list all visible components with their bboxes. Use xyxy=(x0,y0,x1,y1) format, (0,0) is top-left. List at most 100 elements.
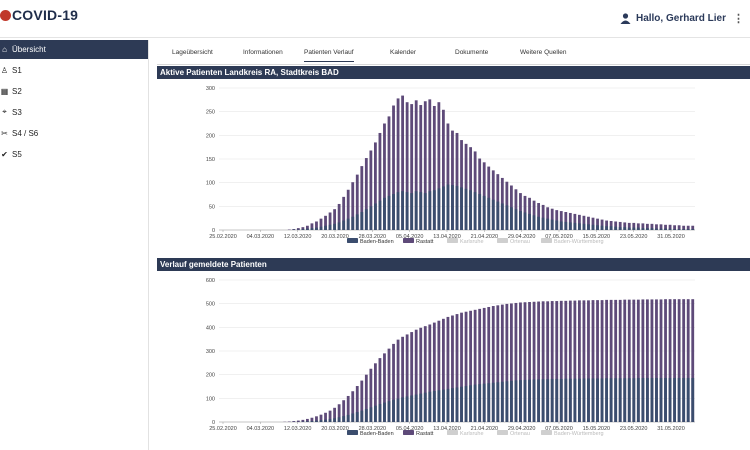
bar-baden-baden xyxy=(609,378,613,422)
bar-baden-baden xyxy=(623,378,627,422)
bar-baden-baden xyxy=(319,420,323,422)
bar-baden-baden xyxy=(664,228,667,230)
x-tick-label: 15.05.2020 xyxy=(583,234,611,240)
bar-rastatt xyxy=(346,395,350,422)
sidebar-item-s3[interactable]: ⌖ S3 xyxy=(0,102,148,122)
bar-baden-baden xyxy=(614,378,618,422)
bar-baden-baden xyxy=(509,380,513,422)
legend-swatch-ortenau xyxy=(497,430,508,435)
tab-weitere-quellen[interactable]: Weitere Quellen xyxy=(520,49,567,56)
legend-swatch-baden-baden xyxy=(347,238,358,243)
bar-baden-baden xyxy=(419,393,423,422)
bar-baden-baden xyxy=(441,186,445,230)
bar-baden-baden xyxy=(600,378,604,422)
legend-label-ortenau: Ortenau xyxy=(510,239,530,245)
legend-label-rastatt: Rastatt xyxy=(416,239,434,245)
app-logo[interactable]: COVID-19 xyxy=(0,7,78,23)
kebab-menu-icon[interactable]: ⋮ xyxy=(733,13,744,25)
bar-rastatt xyxy=(373,142,377,230)
x-tick-label: 07.05.2020 xyxy=(545,234,573,240)
bar-rastatt xyxy=(469,310,473,422)
bar-baden-baden xyxy=(487,383,491,422)
sidebar-item-s5[interactable]: ✔ S5 xyxy=(0,144,148,164)
bar-baden-baden xyxy=(478,194,482,230)
bar-baden-baden xyxy=(496,382,500,422)
bar-baden-baden xyxy=(546,379,550,422)
bar-baden-baden xyxy=(636,377,640,422)
bar-rastatt xyxy=(655,299,658,422)
tab-lageuebersicht[interactable]: Lageübersicht xyxy=(172,49,213,56)
bar-rastatt xyxy=(419,105,423,230)
bar-rastatt xyxy=(609,299,613,422)
bar-baden-baden xyxy=(609,226,613,230)
legend-label-karlsruhe: Karlsruhe xyxy=(460,431,484,437)
bar-rastatt xyxy=(519,302,522,422)
bar-baden-baden xyxy=(392,194,395,230)
bar-baden-baden xyxy=(437,390,441,422)
bar-rastatt xyxy=(387,116,391,230)
tab-informationen[interactable]: Informationen xyxy=(243,49,283,56)
tab-patienten-verlauf[interactable]: Patienten Verlauf xyxy=(304,49,354,62)
bar-baden-baden xyxy=(691,229,695,230)
x-tick-label: 07.05.2020 xyxy=(545,426,573,432)
legend-swatch-rastatt xyxy=(403,430,414,435)
x-tick-label: 12.03.2020 xyxy=(284,426,312,432)
bar-baden-baden xyxy=(514,209,518,230)
bar-baden-baden xyxy=(351,216,355,230)
bar-rastatt xyxy=(301,419,305,422)
bar-rastatt xyxy=(591,300,595,422)
bar-rastatt xyxy=(351,391,355,422)
bar-rastatt xyxy=(351,182,355,230)
user-greeting: Hallo, Gerhard Lier xyxy=(635,13,726,24)
bar-rastatt xyxy=(496,305,500,422)
bar-baden-baden xyxy=(373,203,377,230)
bar-baden-baden xyxy=(664,377,667,422)
bar-baden-baden xyxy=(351,413,355,422)
bar-rastatt xyxy=(596,300,599,422)
bar-baden-baden xyxy=(319,226,323,230)
bar-rastatt xyxy=(441,109,445,230)
top-bar: COVID-19 Hallo, Gerhard Lier ⋮ xyxy=(0,0,750,38)
bar-baden-baden xyxy=(677,229,681,230)
bar-rastatt xyxy=(500,304,504,422)
y-tick-label: 150 xyxy=(206,157,215,163)
sidebar-item-uebersicht[interactable]: ⌂ Übersicht xyxy=(0,40,148,59)
bar-rastatt xyxy=(582,215,586,230)
x-tick-label: 31.05.2020 xyxy=(657,426,685,432)
bar-rastatt xyxy=(573,213,577,230)
bar-baden-baden xyxy=(587,224,590,230)
bar-rastatt xyxy=(541,204,545,230)
bar-rastatt xyxy=(636,299,640,422)
bar-rastatt xyxy=(342,196,346,230)
bar-rastatt xyxy=(636,223,640,230)
bar-baden-baden xyxy=(632,227,636,230)
user-menu[interactable]: Hallo, Gerhard Lier ⋮ xyxy=(620,12,746,25)
y-tick-label: 300 xyxy=(206,86,215,92)
bar-rastatt xyxy=(614,299,618,422)
y-tick-label: 500 xyxy=(206,302,215,308)
bar-rastatt xyxy=(673,225,677,230)
bar-baden-baden xyxy=(446,388,450,422)
bar-rastatt xyxy=(315,221,318,230)
sidebar-item-s1[interactable]: ♙ S1 xyxy=(0,60,148,80)
x-tick-label: 23.05.2020 xyxy=(620,234,648,240)
bar-rastatt xyxy=(618,299,622,422)
bar-rastatt xyxy=(618,221,622,230)
x-tick-label: 04.03.2020 xyxy=(247,426,275,432)
bar-rastatt xyxy=(464,143,468,230)
bar-baden-baden xyxy=(537,216,541,230)
bar-rastatt xyxy=(686,299,690,422)
bar-rastatt xyxy=(528,302,531,422)
sidebar-item-s4-s6[interactable]: ✂ S4 / S6 xyxy=(0,123,148,143)
tab-kalender[interactable]: Kalender xyxy=(390,49,417,56)
bar-baden-baden xyxy=(627,378,631,422)
bar-baden-baden xyxy=(401,397,405,422)
bar-baden-baden xyxy=(396,398,400,422)
sidebar-item-s2[interactable]: ▦ S2 xyxy=(0,81,148,101)
bar-baden-baden xyxy=(410,193,414,230)
bar-baden-baden xyxy=(596,225,599,230)
tab-dokumente[interactable]: Dokumente xyxy=(455,49,489,56)
bar-rastatt xyxy=(428,324,432,422)
bar-rastatt xyxy=(337,404,341,422)
bar-rastatt xyxy=(401,336,405,422)
